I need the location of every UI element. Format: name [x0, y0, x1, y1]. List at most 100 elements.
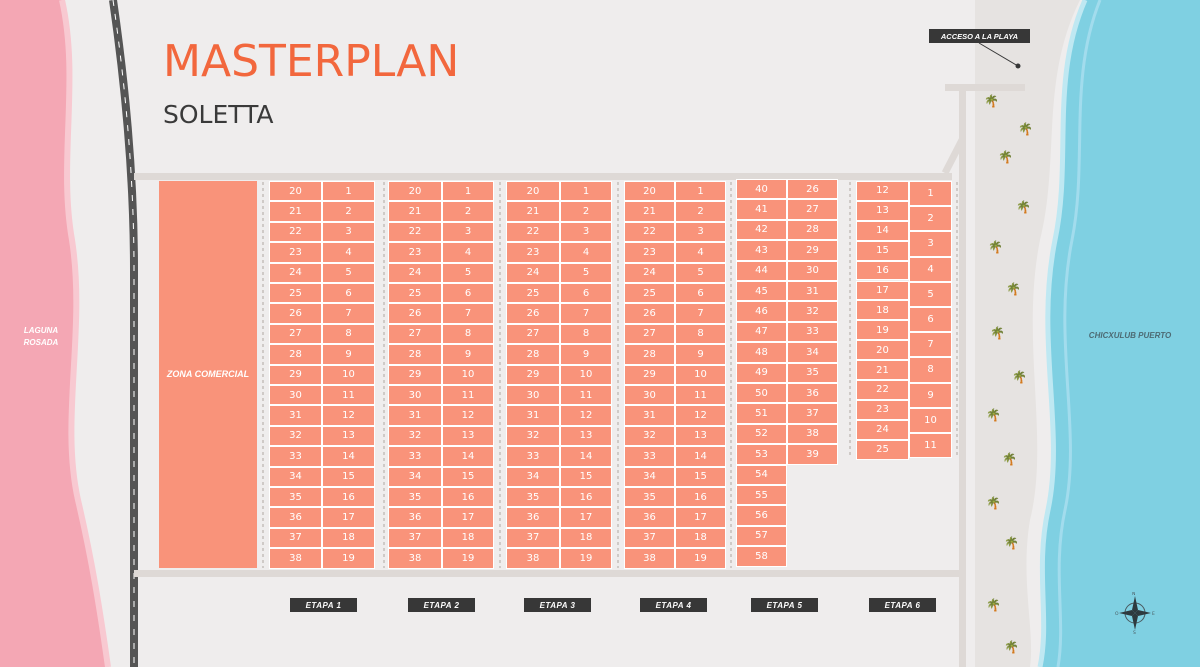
- lot-4-right-1[interactable]: 1: [675, 181, 726, 202]
- lot-2-right-18[interactable]: 18: [442, 527, 494, 549]
- lot-6-left-21[interactable]: 21: [856, 360, 909, 380]
- lot-4-left-27[interactable]: 27: [624, 323, 675, 345]
- lot-2-right-7[interactable]: 7: [442, 303, 494, 324]
- lot-3-left-37[interactable]: 37: [506, 527, 560, 549]
- lot-4-right-2[interactable]: 2: [675, 201, 726, 222]
- lot-5-left-46[interactable]: 46: [736, 301, 787, 322]
- lot-1-right-11[interactable]: 11: [322, 385, 375, 406]
- lot-4-right-6[interactable]: 6: [675, 283, 726, 304]
- lot-6-right-6[interactable]: 6: [909, 307, 952, 333]
- lot-1-right-2[interactable]: 2: [322, 201, 375, 222]
- lot-2-left-33[interactable]: 33: [388, 446, 442, 467]
- lot-5-right-29[interactable]: 29: [787, 240, 838, 261]
- lot-2-right-14[interactable]: 14: [442, 446, 494, 467]
- lot-1-right-15[interactable]: 15: [322, 466, 375, 487]
- lot-3-right-8[interactable]: 8: [560, 323, 612, 345]
- lot-2-left-27[interactable]: 27: [388, 323, 442, 345]
- lot-6-right-9[interactable]: 9: [909, 382, 952, 408]
- lot-3-left-28[interactable]: 28: [506, 344, 560, 365]
- lot-3-right-4[interactable]: 4: [560, 242, 612, 263]
- lot-1-left-23[interactable]: 23: [269, 242, 322, 263]
- lot-4-left-30[interactable]: 30: [624, 385, 675, 406]
- lot-6-right-10[interactable]: 10: [909, 407, 952, 433]
- lot-5-right-38[interactable]: 38: [787, 423, 838, 445]
- lot-5-left-44[interactable]: 44: [736, 260, 787, 281]
- lot-4-left-23[interactable]: 23: [624, 242, 675, 263]
- lot-3-right-10[interactable]: 10: [560, 364, 612, 385]
- lot-3-left-23[interactable]: 23: [506, 242, 560, 263]
- lot-3-left-31[interactable]: 31: [506, 405, 560, 426]
- lot-3-right-12[interactable]: 12: [560, 405, 612, 426]
- lot-1-right-14[interactable]: 14: [322, 446, 375, 467]
- lot-4-left-33[interactable]: 33: [624, 446, 675, 467]
- lot-2-left-36[interactable]: 36: [388, 507, 442, 528]
- lot-3-left-20[interactable]: 20: [506, 181, 560, 202]
- lot-2-left-26[interactable]: 26: [388, 303, 442, 324]
- lot-2-left-29[interactable]: 29: [388, 364, 442, 385]
- lot-6-left-16[interactable]: 16: [856, 260, 909, 281]
- lot-6-left-23[interactable]: 23: [856, 399, 909, 420]
- lot-6-left-22[interactable]: 22: [856, 380, 909, 400]
- lot-4-right-5[interactable]: 5: [675, 262, 726, 283]
- lot-4-left-20[interactable]: 20: [624, 181, 675, 202]
- lot-5-left-57[interactable]: 57: [736, 525, 787, 547]
- lot-1-right-7[interactable]: 7: [322, 303, 375, 324]
- lot-6-left-14[interactable]: 14: [856, 220, 909, 241]
- lot-4-left-29[interactable]: 29: [624, 364, 675, 385]
- lot-3-left-36[interactable]: 36: [506, 507, 560, 528]
- lot-2-right-4[interactable]: 4: [442, 242, 494, 263]
- lot-2-right-9[interactable]: 9: [442, 344, 494, 365]
- lot-1-right-6[interactable]: 6: [322, 283, 375, 304]
- lot-3-right-6[interactable]: 6: [560, 283, 612, 304]
- lot-2-right-6[interactable]: 6: [442, 283, 494, 304]
- lot-1-right-4[interactable]: 4: [322, 242, 375, 263]
- lot-4-left-25[interactable]: 25: [624, 283, 675, 304]
- lot-5-right-30[interactable]: 30: [787, 260, 838, 281]
- lot-1-left-34[interactable]: 34: [269, 466, 322, 487]
- lot-1-left-35[interactable]: 35: [269, 487, 322, 508]
- lot-5-right-33[interactable]: 33: [787, 321, 838, 343]
- lot-1-right-9[interactable]: 9: [322, 344, 375, 365]
- lot-3-left-29[interactable]: 29: [506, 364, 560, 385]
- lot-4-left-38[interactable]: 38: [624, 548, 675, 569]
- lot-2-right-1[interactable]: 1: [442, 181, 494, 202]
- lot-4-right-13[interactable]: 13: [675, 425, 726, 447]
- lot-3-right-11[interactable]: 11: [560, 385, 612, 406]
- lot-1-left-24[interactable]: 24: [269, 262, 322, 283]
- lot-5-left-56[interactable]: 56: [736, 505, 787, 526]
- lot-4-right-9[interactable]: 9: [675, 344, 726, 365]
- lot-3-left-35[interactable]: 35: [506, 487, 560, 508]
- lot-6-left-24[interactable]: 24: [856, 419, 909, 440]
- lot-4-left-35[interactable]: 35: [624, 487, 675, 508]
- lot-4-right-3[interactable]: 3: [675, 221, 726, 243]
- lot-6-left-25[interactable]: 25: [856, 439, 909, 460]
- lot-5-left-47[interactable]: 47: [736, 321, 787, 343]
- lot-6-left-19[interactable]: 19: [856, 320, 909, 341]
- lot-5-left-51[interactable]: 51: [736, 403, 787, 424]
- lot-3-left-32[interactable]: 32: [506, 425, 560, 447]
- lot-4-right-18[interactable]: 18: [675, 527, 726, 549]
- lot-3-right-2[interactable]: 2: [560, 201, 612, 222]
- lot-4-right-10[interactable]: 10: [675, 364, 726, 385]
- lot-6-right-1[interactable]: 1: [909, 181, 952, 207]
- lot-4-left-31[interactable]: 31: [624, 405, 675, 426]
- lot-6-left-13[interactable]: 13: [856, 200, 909, 221]
- lot-6-right-2[interactable]: 2: [909, 206, 952, 232]
- lot-4-left-26[interactable]: 26: [624, 303, 675, 324]
- lot-2-left-30[interactable]: 30: [388, 385, 442, 406]
- lot-5-left-49[interactable]: 49: [736, 362, 787, 383]
- lot-3-right-17[interactable]: 17: [560, 507, 612, 528]
- lot-1-left-36[interactable]: 36: [269, 507, 322, 528]
- lot-1-left-32[interactable]: 32: [269, 425, 322, 447]
- lot-1-right-1[interactable]: 1: [322, 181, 375, 202]
- lot-1-left-31[interactable]: 31: [269, 405, 322, 426]
- lot-3-right-3[interactable]: 3: [560, 221, 612, 243]
- lot-5-left-53[interactable]: 53: [736, 444, 787, 465]
- lot-5-right-27[interactable]: 27: [787, 199, 838, 220]
- lot-1-left-25[interactable]: 25: [269, 283, 322, 304]
- lot-4-right-14[interactable]: 14: [675, 446, 726, 467]
- lot-4-right-17[interactable]: 17: [675, 507, 726, 528]
- lot-4-right-19[interactable]: 19: [675, 548, 726, 569]
- lot-5-right-28[interactable]: 28: [787, 219, 838, 241]
- lot-2-right-17[interactable]: 17: [442, 507, 494, 528]
